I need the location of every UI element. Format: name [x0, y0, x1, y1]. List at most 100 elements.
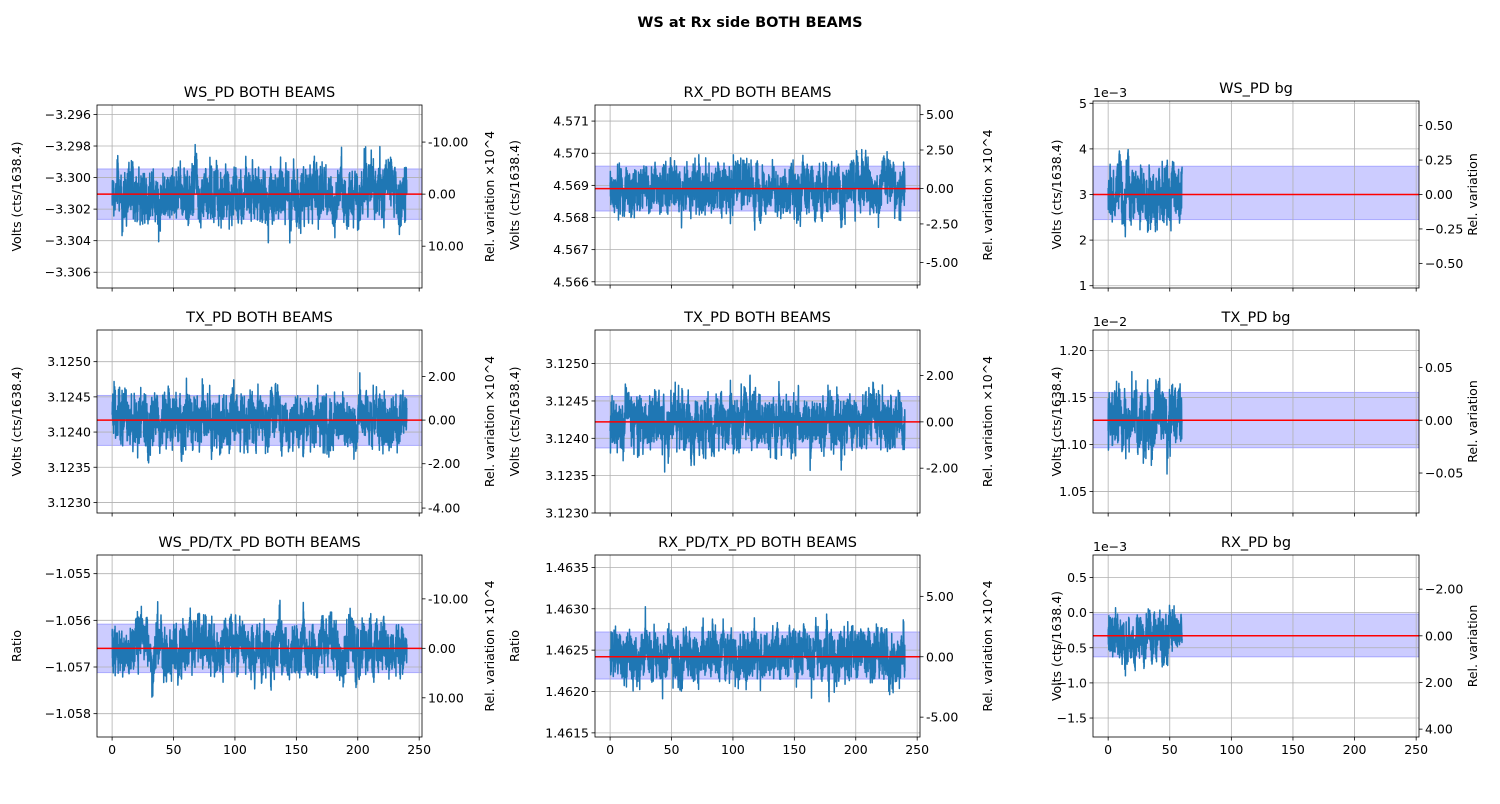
y2-tick-label: 0.00 — [1425, 187, 1453, 202]
y-tick-label: −1.056 — [45, 613, 91, 628]
y2-tick-label: 0.00 — [1425, 628, 1453, 643]
x-tick-label: 50 — [1162, 742, 1178, 757]
y-offset-label: 1e−2 — [1093, 314, 1127, 329]
x-tick-label: 200 — [1343, 742, 1367, 757]
y-tick-label: −0.5 — [1057, 640, 1087, 655]
subplot-title: TX_PD BOTH BEAMS — [185, 310, 333, 326]
y2-tick-label: 4.00 — [1425, 722, 1453, 737]
y-tick-label: −1.0 — [1057, 675, 1087, 690]
y-axis-label: Volts (cts/1638.4) — [1049, 139, 1064, 249]
y2-tick-label: -2.50 — [926, 216, 958, 231]
subplot-9: 0 50 100 150 200 250 −1.5 −1.0 −0.5 0.0 0.5 −2.00 0.… — [1049, 535, 1480, 757]
y2-tick-label: 2.50 — [926, 143, 954, 158]
y2-tick-label: 2.00 — [428, 369, 456, 384]
x-tick-label: 250 — [1404, 742, 1428, 757]
subplot-title: TX_PD bg — [1221, 310, 1291, 326]
x-tick-label: 100 — [721, 742, 745, 757]
axes-frame — [1092, 554, 1420, 738]
data-series-line — [1107, 148, 1183, 238]
x-tick-label: 0 — [108, 742, 116, 757]
y2-tick-label: 0.50 — [1425, 118, 1453, 133]
x-tick-label: 200 — [346, 742, 370, 757]
y-tick-label: 4.570 — [553, 146, 589, 161]
y-axis-label: Volts (cts/1638.4) — [9, 141, 24, 251]
y2-tick-label: 0.00 — [926, 414, 954, 429]
y-tick-label: 1.20 — [1059, 343, 1087, 358]
axes-frame — [96, 554, 423, 738]
y-tick-label: 4 — [1079, 141, 1087, 156]
y-tick-label: −3.298 — [45, 139, 91, 154]
y2-axis-label: Rel. variation ×10^4 — [482, 131, 497, 262]
y2-tick-label: 0.00 — [1425, 413, 1453, 428]
subplot-title: RX_PD bg — [1221, 535, 1291, 551]
y2-tick-label: −0.05 — [1425, 466, 1463, 481]
axes-frame — [594, 104, 921, 286]
y2-tick-label: 0.25 — [1425, 153, 1453, 168]
y2-axis-label: Rel. variation — [1465, 380, 1480, 463]
x-tick-label: 150 — [284, 742, 308, 757]
y-tick-label: 3.1230 — [47, 495, 91, 510]
subplot-4: 3.1230 3.1235 3.1240 3.1245 3.1250 2.00 0.00 -2… — [9, 310, 497, 517]
data-series-line — [111, 372, 408, 464]
x-tick-label: 150 — [1281, 742, 1305, 757]
x-tick-label: 100 — [1219, 742, 1243, 757]
y2-axis-label: Rel. variation ×10^4 — [980, 129, 995, 260]
y2-tick-label: 5.00 — [926, 107, 954, 122]
x-tick-label: 0 — [606, 742, 614, 757]
y-tick-label: 3.1235 — [47, 460, 91, 475]
data-series-line — [609, 148, 906, 231]
y-offset-label: 1e−3 — [1093, 539, 1127, 554]
y-tick-label: 4.568 — [553, 210, 589, 225]
y-offset-label: 1e−3 — [1093, 85, 1127, 100]
subplot-2: 4.566 4.567 4.568 4.569 4.570 4.571 5.00 2.50 0.… — [507, 85, 995, 289]
y-tick-label: 3.1240 — [47, 425, 91, 440]
y-tick-label: 1.4615 — [545, 725, 589, 740]
y-tick-label: 4.566 — [553, 274, 589, 289]
y-tick-label: −1.5 — [1057, 711, 1087, 726]
y2-axis-label: Rel. variation — [1465, 153, 1480, 236]
y-tick-label: −3.306 — [45, 265, 91, 280]
x-tick-label: 0 — [1104, 742, 1112, 757]
subplot-title: TX_PD BOTH BEAMS — [683, 310, 831, 326]
y-tick-label: −3.302 — [45, 202, 91, 217]
subplot-title: WS_PD BOTH BEAMS — [184, 85, 336, 101]
data-series-line — [1107, 604, 1183, 677]
x-tick-label: 150 — [782, 742, 806, 757]
subplot-1: −3.306 −3.304 −3.302 −3.300 −3.298 −3.296 -10.… — [9, 85, 497, 292]
x-tick-label: 100 — [223, 742, 247, 757]
y-tick-label: 4.569 — [553, 178, 589, 193]
y2-axis-label: Rel. variation ×10^4 — [980, 580, 995, 711]
y-axis-label: Volts (cts/1638.4) — [9, 366, 24, 476]
y-tick-label: −3.300 — [45, 170, 91, 185]
y-tick-label: 4.567 — [553, 242, 589, 257]
y-tick-label: 1.05 — [1059, 484, 1087, 499]
y-tick-label: 1.4625 — [545, 643, 589, 658]
data-series-line — [609, 374, 906, 473]
y-tick-label: 3.1240 — [545, 431, 589, 446]
axes-frame — [594, 554, 921, 738]
subplot-title: RX_PD/TX_PD BOTH BEAMS — [658, 535, 857, 551]
y2-tick-label: −0.50 — [1425, 256, 1463, 271]
y-tick-label: 0.5 — [1067, 570, 1087, 585]
y2-tick-label: -4.00 — [428, 501, 460, 516]
y-tick-label: 1.4630 — [545, 601, 589, 616]
y-tick-label: −3.296 — [45, 107, 91, 122]
x-tick-label: 200 — [844, 742, 868, 757]
data-series-line — [609, 605, 906, 703]
y-axis-label: Ratio — [507, 630, 522, 662]
data-series-line — [1107, 370, 1183, 475]
y-tick-label: 3.1250 — [47, 354, 91, 369]
y-axis-label: Volts (cts/1638.4) — [1049, 366, 1064, 476]
y-tick-label: 2 — [1079, 233, 1087, 248]
y2-tick-label: 0.00 — [428, 641, 456, 656]
axes-frame — [96, 329, 423, 514]
y2-tick-label: −2.00 — [1425, 582, 1463, 597]
subplot-title: RX_PD BOTH BEAMS — [684, 85, 832, 101]
y-tick-label: 1.4635 — [545, 560, 589, 575]
y2-tick-label: 5.00 — [926, 589, 954, 604]
y2-axis-label: Rel. variation ×10^4 — [482, 356, 497, 487]
axes-frame — [96, 104, 423, 289]
x-tick-label: 250 — [407, 742, 431, 757]
